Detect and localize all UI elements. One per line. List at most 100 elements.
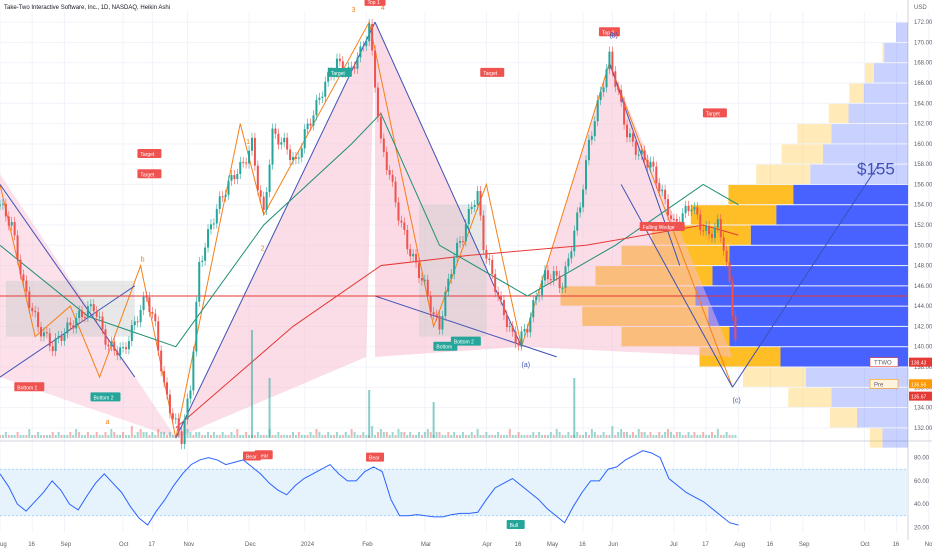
annotation-tag-text: Target	[331, 71, 346, 77]
volume-bar	[233, 435, 236, 438]
volume-bar	[262, 435, 265, 438]
annotation-tag-box	[639, 222, 685, 232]
volume-bar	[297, 432, 300, 438]
volume-bar	[86, 432, 89, 438]
date-tick-label: Oct	[119, 542, 129, 548]
candle-body	[453, 257, 456, 275]
volume-bar	[667, 429, 670, 438]
candle-body	[25, 280, 28, 292]
candle-body	[420, 277, 423, 281]
candle-body	[374, 50, 377, 88]
candle-body	[479, 190, 482, 216]
volume-bar	[154, 435, 157, 438]
candle-body	[40, 327, 43, 337]
volume-bar	[643, 432, 646, 438]
candle-body	[160, 350, 163, 372]
candle-body	[127, 341, 130, 350]
volume-bar	[57, 432, 60, 438]
candle-body	[318, 97, 321, 100]
oscillator-line	[0, 450, 739, 526]
volume-bar	[289, 435, 292, 438]
annotation-tag-text: Bottom 1	[17, 385, 37, 391]
volume-bar	[546, 435, 549, 438]
price-label-value: 135.67	[911, 395, 927, 401]
candle-body	[239, 161, 242, 174]
volume-bar	[582, 435, 585, 438]
volume-bar	[230, 432, 233, 438]
candle-body	[157, 321, 160, 351]
candle-body	[256, 165, 259, 191]
profile-row-buy	[750, 225, 908, 245]
candle-body	[215, 208, 218, 224]
candle-body	[168, 394, 171, 414]
volume-bar	[640, 432, 643, 438]
candle-body	[133, 321, 136, 326]
candle-body	[585, 160, 587, 190]
candle-body	[294, 156, 297, 159]
candle-body	[482, 215, 485, 251]
candle-body	[124, 347, 127, 350]
candle-body	[731, 281, 734, 316]
annotation-tag-text: Target	[483, 71, 498, 77]
volume-bar	[593, 432, 596, 438]
candle-body	[661, 189, 664, 192]
volume-bar	[394, 435, 397, 438]
volume-bar	[538, 432, 541, 438]
candle-body	[599, 91, 602, 101]
date-tick-label: Aug	[734, 542, 745, 548]
volume-bar	[505, 435, 508, 438]
candle-body	[368, 23, 371, 42]
volume-bar	[201, 435, 204, 438]
volume-bar	[470, 432, 473, 438]
candle-body	[209, 224, 212, 230]
profile-row-buy	[863, 83, 908, 103]
profile-row-sell	[788, 387, 832, 408]
volume-bar	[693, 432, 696, 438]
volume-bar	[127, 435, 130, 438]
volume-bar	[356, 435, 359, 438]
candle-body	[611, 51, 614, 72]
oscillator-tag-text: Bull	[510, 523, 518, 529]
volume-bar	[277, 432, 280, 438]
volume-bar	[438, 432, 441, 438]
candle-body	[500, 296, 503, 301]
annotation-tag-box	[137, 149, 162, 158]
candle-body	[376, 87, 379, 117]
volume-bar	[658, 432, 661, 438]
candle-body	[464, 224, 467, 242]
candle-body	[292, 156, 294, 160]
trend-line	[175, 21, 376, 439]
volume-bar	[678, 432, 681, 438]
volume-bar	[391, 432, 394, 438]
candle-body	[89, 304, 92, 307]
volume-bar	[482, 435, 485, 438]
currency-label: USD	[914, 5, 927, 11]
volume-bar	[403, 432, 406, 438]
price-tick-label: 164.00	[914, 101, 932, 107]
price-tick-label: 162.00	[914, 122, 932, 128]
profile-row-buy	[823, 144, 908, 164]
candle-body	[511, 326, 514, 332]
volume-bar	[567, 432, 570, 438]
candle-body	[505, 315, 508, 328]
volume-bar	[719, 435, 722, 438]
candle-body	[10, 221, 13, 226]
volume-bar	[669, 432, 672, 438]
candle-body	[245, 162, 248, 164]
candle-body	[341, 61, 344, 73]
candle-body	[391, 174, 394, 182]
candle-body	[300, 148, 303, 158]
profile-row-buy	[708, 306, 908, 326]
volume-bar	[406, 435, 409, 438]
annotation-tag-text: Target	[706, 111, 721, 117]
trend-line	[732, 163, 880, 388]
candle-body	[321, 96, 324, 98]
candle-body	[485, 250, 488, 259]
candle-body	[1, 203, 4, 205]
volume-bar	[500, 435, 503, 438]
candle-body	[675, 218, 678, 222]
volume-bar	[306, 435, 309, 438]
volume-spike	[250, 330, 253, 438]
